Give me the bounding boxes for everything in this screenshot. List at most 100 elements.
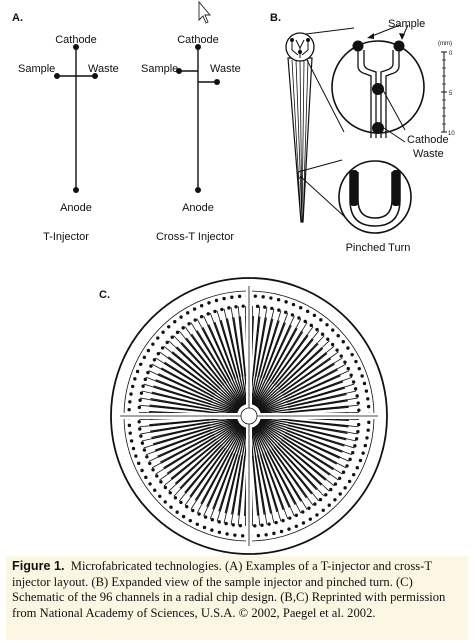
injector-stub	[163, 479, 172, 487]
radial-channel	[252, 322, 285, 405]
reservoir-dot	[238, 523, 243, 528]
reservoir-dot	[206, 312, 210, 316]
injector-stub	[342, 450, 353, 456]
radial-channel	[287, 387, 346, 406]
reservoir-dot	[346, 346, 350, 350]
injector-stub	[173, 488, 181, 497]
reservoir-dot	[195, 522, 199, 526]
radial-channel	[219, 427, 247, 512]
radial-channel	[179, 444, 222, 489]
radial-channel	[256, 424, 313, 494]
injector-stub	[155, 357, 165, 364]
reservoir-dot	[135, 369, 140, 374]
radial-channel	[181, 341, 223, 387]
injector-stub	[321, 340, 330, 348]
reservoir-dot	[348, 457, 352, 462]
reservoir-dot	[127, 407, 131, 412]
injector-stub	[230, 514, 234, 525]
radial-channels	[127, 294, 371, 538]
radial-channel	[186, 337, 225, 386]
reservoir-dot	[163, 500, 167, 504]
radial-channel	[251, 318, 273, 405]
radial-channel	[166, 438, 217, 474]
reservoir-dot	[152, 358, 157, 362]
figure-graphic: A. Cathode Sample Waste Anode T-Injector…	[12, 0, 455, 555]
radial-channel	[265, 325, 292, 380]
panel-b-waste-label: Waste	[413, 148, 444, 160]
radial-channel	[260, 399, 348, 415]
reservoir-dot	[274, 520, 278, 525]
radial-channel	[226, 318, 241, 378]
radial-channel	[225, 427, 247, 514]
radial-channel	[251, 455, 259, 516]
radial-channel	[155, 379, 212, 402]
reservoir-dot	[354, 437, 359, 441]
reservoir-dot	[217, 530, 222, 534]
injector-stub	[145, 450, 156, 456]
injector-stub	[178, 493, 186, 502]
reservoir-dot	[276, 298, 281, 302]
reservoir-dot	[168, 491, 172, 495]
injector-stub	[317, 488, 325, 497]
reservoir-dot	[142, 448, 147, 452]
radial-channel	[259, 368, 338, 411]
injector-stub	[216, 310, 221, 321]
injector-stub	[348, 425, 359, 428]
radial-channel	[267, 328, 298, 382]
reservoir-dot	[294, 524, 299, 528]
injector-stub	[203, 315, 209, 326]
radial-channel	[195, 425, 244, 502]
radial-channel	[200, 450, 231, 504]
radial-channel	[258, 318, 274, 378]
radial-channel	[191, 333, 227, 384]
reservoir-dot	[350, 352, 354, 357]
injector-stub	[190, 322, 197, 332]
reservoir-dot	[366, 428, 370, 432]
radial-channel	[264, 452, 290, 508]
radial-channel	[254, 327, 297, 406]
radial-channel	[185, 424, 242, 494]
reservoir-dot	[153, 488, 157, 492]
injector-stub	[326, 345, 335, 353]
radial-channel	[207, 324, 245, 406]
radial-channel	[282, 363, 335, 396]
reservoir-dot	[339, 354, 343, 358]
reservoir-dot	[357, 408, 361, 412]
radial-channel	[260, 419, 343, 452]
reservoir-dot	[333, 498, 337, 502]
reservoir-dot	[362, 381, 367, 386]
radial-channel	[271, 448, 307, 499]
radial-channel	[258, 421, 335, 470]
radial-channel	[288, 422, 348, 434]
injector-stub	[223, 513, 227, 524]
expanded-injector-view	[331, 24, 425, 143]
cross-t-injector-title: Cross-T Injector	[156, 231, 234, 243]
reservoir-dot	[364, 389, 369, 393]
reservoir-dot	[144, 475, 148, 480]
reservoir-dot	[341, 340, 345, 344]
waste-reservoir	[92, 73, 98, 79]
radial-channel	[270, 331, 304, 383]
injector-stub	[346, 438, 357, 442]
reservoir-dot	[170, 335, 174, 339]
injector-stub	[330, 351, 339, 359]
injector-stub	[312, 493, 320, 502]
reservoir-dot	[281, 518, 285, 523]
radial-channel	[170, 440, 219, 479]
injector-stub	[159, 351, 168, 359]
radial-channel	[253, 324, 291, 406]
reservoir-dot	[237, 294, 242, 299]
reservoir-dot	[313, 502, 317, 506]
reservoir-dot	[355, 394, 359, 398]
reservoir-dot	[290, 313, 295, 317]
reservoir-dot	[227, 306, 231, 310]
injector-stub	[223, 308, 227, 319]
t-injector-title: T-Injector	[43, 231, 89, 243]
injector-stub	[190, 500, 197, 510]
reservoir-dot	[260, 523, 264, 527]
reservoir-dot	[297, 316, 301, 320]
reservoir-dot	[345, 464, 349, 468]
reservoir-dot	[343, 486, 347, 490]
radial-channel	[259, 454, 278, 513]
injector-stub	[271, 513, 275, 524]
